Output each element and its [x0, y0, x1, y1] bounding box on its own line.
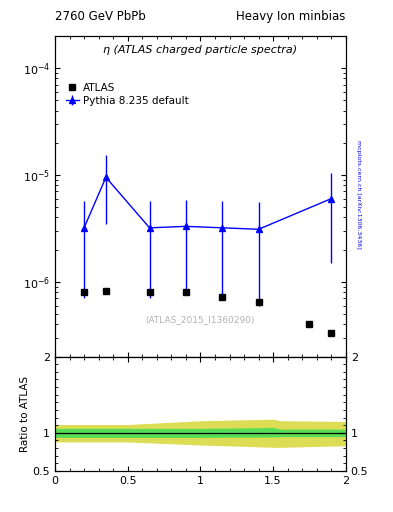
- Text: η (ATLAS charged particle spectra): η (ATLAS charged particle spectra): [103, 46, 298, 55]
- ATLAS: [256, 298, 261, 305]
- Y-axis label: Ratio to ATLAS: Ratio to ATLAS: [20, 376, 30, 452]
- ATLAS: [220, 294, 225, 300]
- ATLAS: [104, 288, 108, 294]
- ATLAS: [307, 321, 312, 327]
- Legend: ATLAS, Pythia 8.235 default: ATLAS, Pythia 8.235 default: [66, 83, 189, 106]
- Text: 2760 GeV PbPb: 2760 GeV PbPb: [55, 10, 146, 23]
- ATLAS: [184, 289, 188, 295]
- Text: Heavy Ion minbias: Heavy Ion minbias: [237, 10, 346, 23]
- Text: mcplots.cern.ch [arXiv:1306.3436]: mcplots.cern.ch [arXiv:1306.3436]: [356, 140, 361, 249]
- ATLAS: [329, 330, 334, 336]
- ATLAS: [82, 289, 86, 295]
- ATLAS: [147, 289, 152, 295]
- Text: (ATLAS_2015_I1360290): (ATLAS_2015_I1360290): [146, 315, 255, 324]
- Line: ATLAS: ATLAS: [81, 288, 334, 336]
